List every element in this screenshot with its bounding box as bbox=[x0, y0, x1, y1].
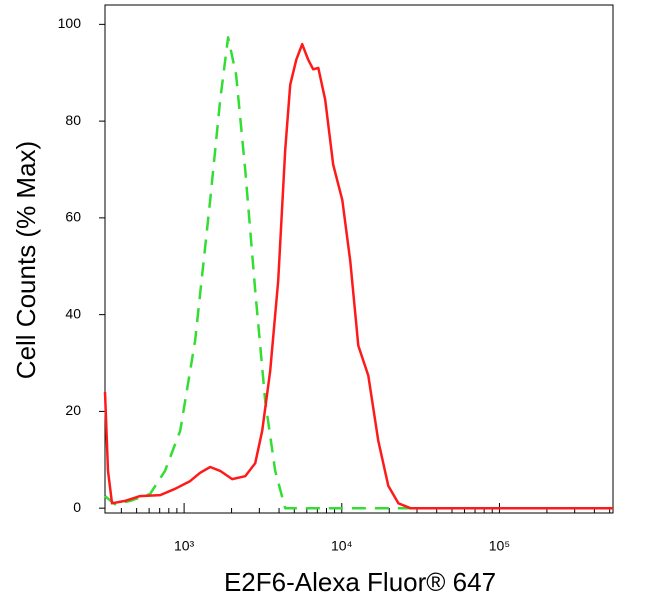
y-axis-label: Cell Counts (% Max) bbox=[11, 141, 41, 379]
plot-frame bbox=[104, 4, 614, 514]
y-tick-label: 40 bbox=[65, 305, 81, 321]
histogram-line bbox=[104, 36, 613, 510]
y-tick-label: 0 bbox=[73, 499, 81, 515]
x-tick-label: 10³ bbox=[174, 538, 195, 554]
y-tick-label: 60 bbox=[65, 209, 81, 225]
y-tick-label: 100 bbox=[58, 15, 82, 31]
x-tick-label: 10⁴ bbox=[331, 538, 353, 554]
histogram-line bbox=[103, 42, 613, 510]
x-axis-label: E2F6-Alexa Fluor® 647 bbox=[224, 567, 496, 597]
x-tick-label: 10⁵ bbox=[489, 538, 510, 554]
y-tick-label: 80 bbox=[65, 112, 81, 128]
y-tick-label: 20 bbox=[65, 402, 81, 418]
